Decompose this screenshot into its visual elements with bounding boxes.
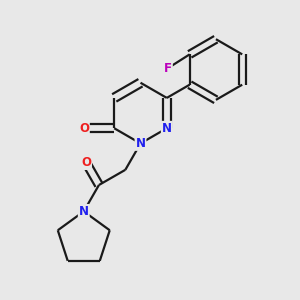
- Text: F: F: [164, 62, 172, 75]
- Text: N: N: [79, 205, 89, 218]
- Text: O: O: [79, 122, 89, 135]
- Text: N: N: [136, 137, 146, 150]
- Text: O: O: [81, 156, 91, 169]
- Text: N: N: [162, 122, 172, 135]
